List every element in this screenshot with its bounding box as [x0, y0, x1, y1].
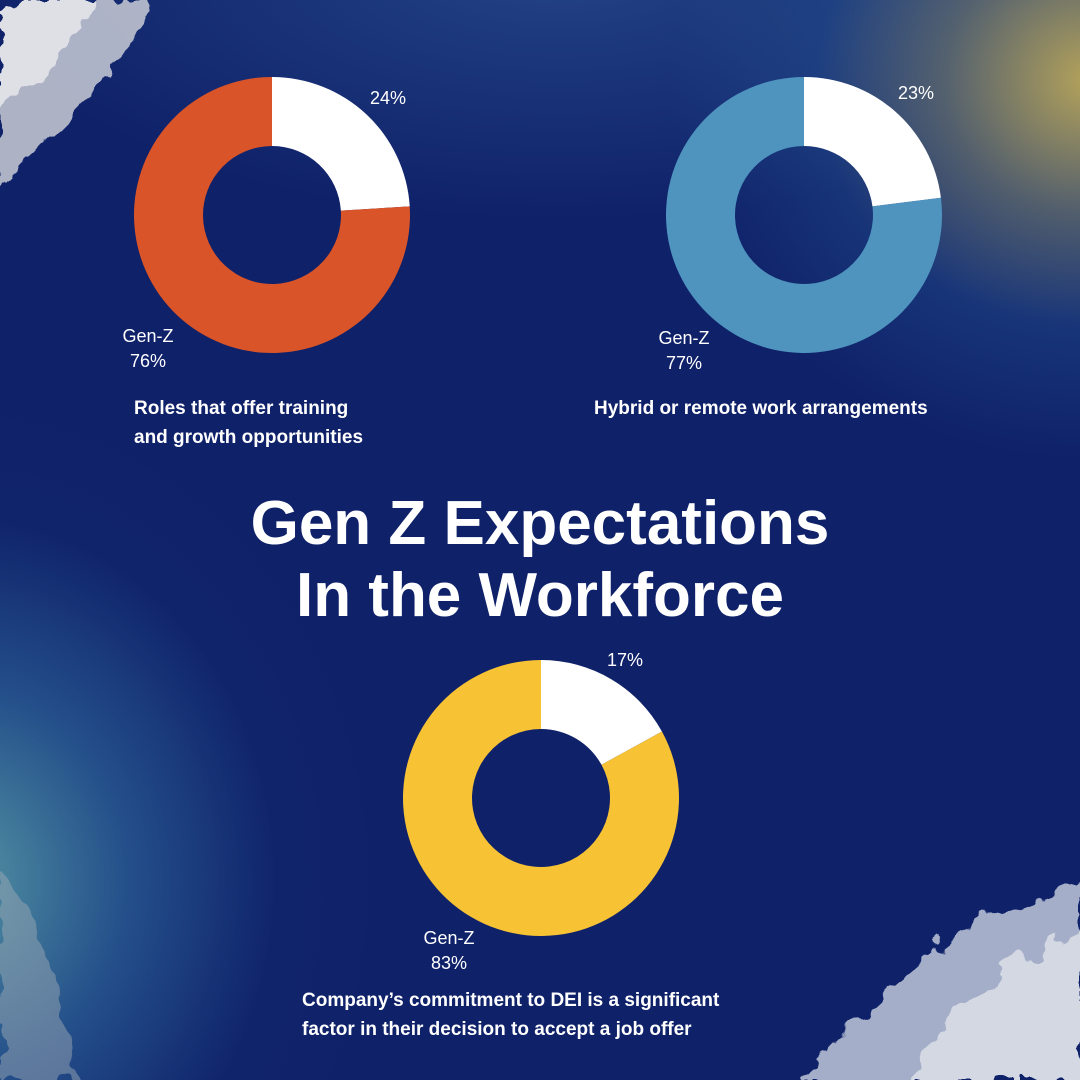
caption-hybrid: Hybrid or remote work arrangements	[594, 398, 928, 419]
donut-slice-genz	[403, 660, 680, 936]
caption-training: Roles that offer training and growth opp…	[134, 398, 364, 448]
donut-label-genz-name: Gen-Z	[658, 328, 709, 348]
page-title: Gen Z Expectations In the Workforce	[250, 489, 830, 630]
donut-label-genz-value: 76%	[130, 351, 166, 371]
donut-label-genz-value: 83%	[431, 953, 467, 973]
donut-slice-genz	[134, 77, 411, 353]
donut-slice-remainder	[541, 660, 662, 765]
donut-label-remainder-value: 23%	[898, 83, 934, 103]
donut-slice-remainder	[272, 77, 410, 211]
donut-label-remainder-value: 24%	[370, 88, 406, 108]
caption-dei: Company’s commitment to DEI is a signifi…	[302, 990, 720, 1040]
donut-label-genz-name: Gen-Z	[423, 928, 474, 948]
donut-label-genz-value: 77%	[666, 353, 702, 373]
donut-slice-genz	[666, 77, 942, 353]
donut-slice-remainder	[804, 77, 941, 207]
donut-label-remainder-value: 17%	[607, 650, 643, 670]
donut-label-genz-name: Gen-Z	[122, 326, 173, 346]
